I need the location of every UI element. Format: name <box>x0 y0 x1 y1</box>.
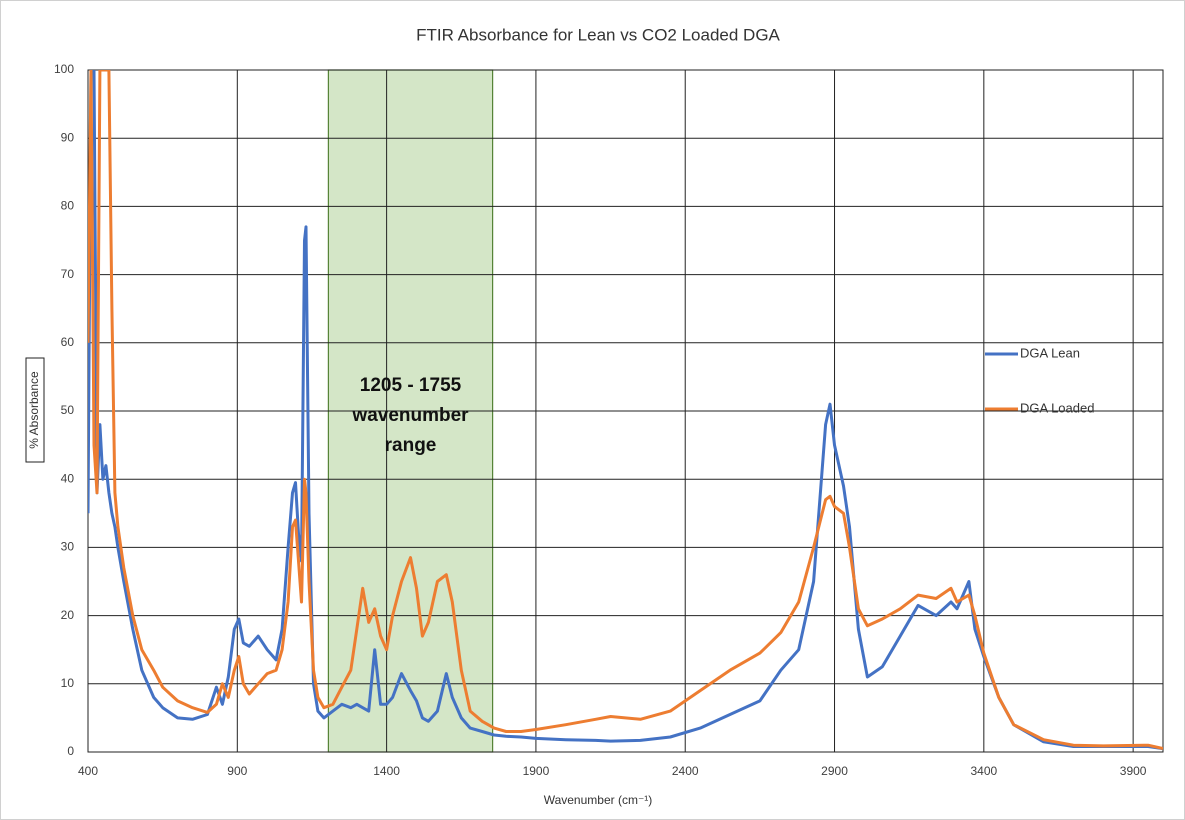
highlight-label: wavenumber <box>351 405 469 426</box>
x-tick-label: 3900 <box>1120 764 1147 778</box>
y-tick-label: 80 <box>61 199 75 213</box>
y-tick-label: 40 <box>61 471 75 485</box>
highlight-label: 1205 - 1755 <box>360 375 462 396</box>
legend-label: DGA Loaded <box>1020 400 1094 415</box>
plot-lines <box>88 70 1163 751</box>
y-tick-label: 30 <box>61 540 75 554</box>
chart-title: FTIR Absorbance for Lean vs CO2 Loaded D… <box>416 25 780 44</box>
series-line <box>88 70 1163 751</box>
y-axis-label-box <box>25 357 45 463</box>
series-line <box>88 70 1163 751</box>
x-tick-label: 1900 <box>523 764 550 778</box>
y-tick-label: 0 <box>67 744 74 758</box>
y-tick-label: 70 <box>61 267 75 281</box>
y-tick-label: 20 <box>61 608 75 622</box>
x-tick-label: 2900 <box>821 764 848 778</box>
y-tick-label: 100 <box>54 62 74 76</box>
y-tick-label: 90 <box>61 130 75 144</box>
legend-label: DGA Lean <box>1020 345 1080 360</box>
y-tick-label: 10 <box>61 676 75 690</box>
y-tick-label: 50 <box>61 403 75 417</box>
y-tick-label: 60 <box>61 335 75 349</box>
highlight-label: range <box>385 435 437 456</box>
x-tick-label: 2400 <box>672 764 699 778</box>
x-tick-label: 3400 <box>970 764 997 778</box>
x-tick-label: 900 <box>227 764 247 778</box>
x-tick-label: 1400 <box>373 764 400 778</box>
y-axis-label: % Absorbance <box>27 371 41 449</box>
x-axis-label: Wavenumber (cm⁻¹) <box>544 793 653 807</box>
x-tick-label: 400 <box>78 764 98 778</box>
